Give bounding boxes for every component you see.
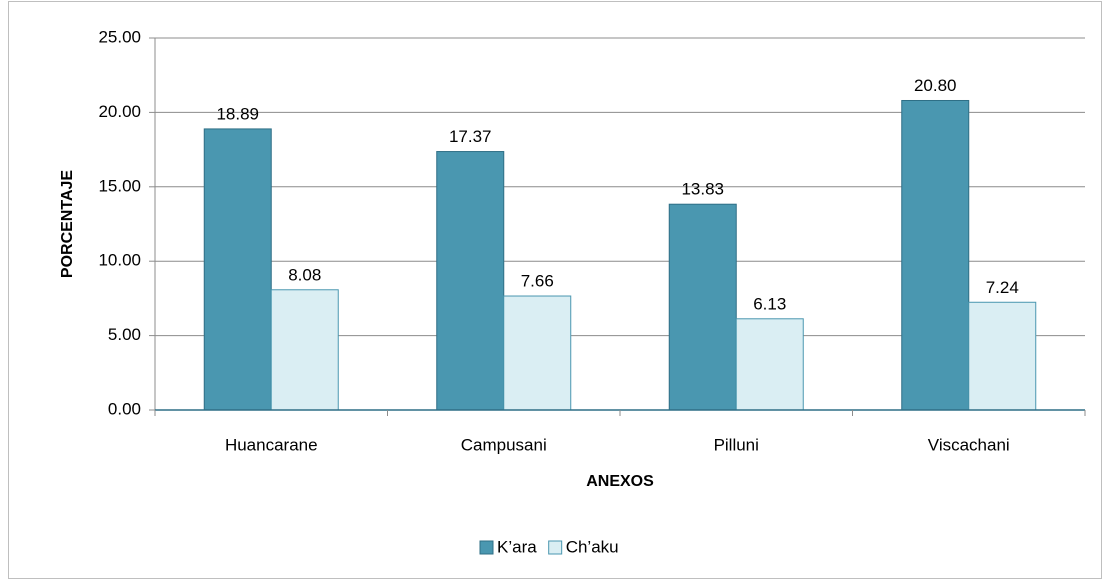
data-label: 13.83 [681, 180, 724, 199]
x-tick-label: Huancarane [225, 435, 318, 454]
data-label: 20.80 [914, 76, 957, 95]
data-label: 17.37 [449, 127, 492, 146]
bar [270, 289, 339, 411]
data-label: 18.89 [216, 104, 259, 123]
data-label: 7.24 [986, 278, 1019, 297]
x-axis-title: ANEXOS [586, 473, 654, 490]
y-tick-label: 20.00 [98, 102, 141, 121]
bar [901, 99, 970, 411]
bar [203, 128, 272, 411]
x-tick-label: Viscachani [928, 435, 1010, 454]
bar [735, 318, 804, 411]
data-label: 7.66 [521, 272, 554, 291]
y-axis-title: PORCENTAJE [59, 170, 76, 278]
legend-label: Ch’aku [566, 537, 619, 556]
bar [503, 295, 572, 411]
data-label: 8.08 [288, 265, 321, 284]
bar [668, 203, 737, 411]
y-tick-label: 0.00 [108, 399, 141, 418]
data-label: 6.13 [753, 294, 786, 313]
y-tick-label: 25.00 [98, 27, 141, 46]
bar [436, 151, 505, 411]
legend-swatch [479, 540, 494, 555]
bar [968, 301, 1037, 411]
legend-label: K’ara [497, 537, 537, 556]
y-tick-label: 5.00 [108, 325, 141, 344]
x-tick-label: Pilluni [714, 435, 759, 454]
y-tick-label: 10.00 [98, 251, 141, 270]
legend-swatch [548, 540, 563, 555]
y-tick-label: 15.00 [98, 176, 141, 195]
x-tick-label: Campusani [461, 435, 547, 454]
